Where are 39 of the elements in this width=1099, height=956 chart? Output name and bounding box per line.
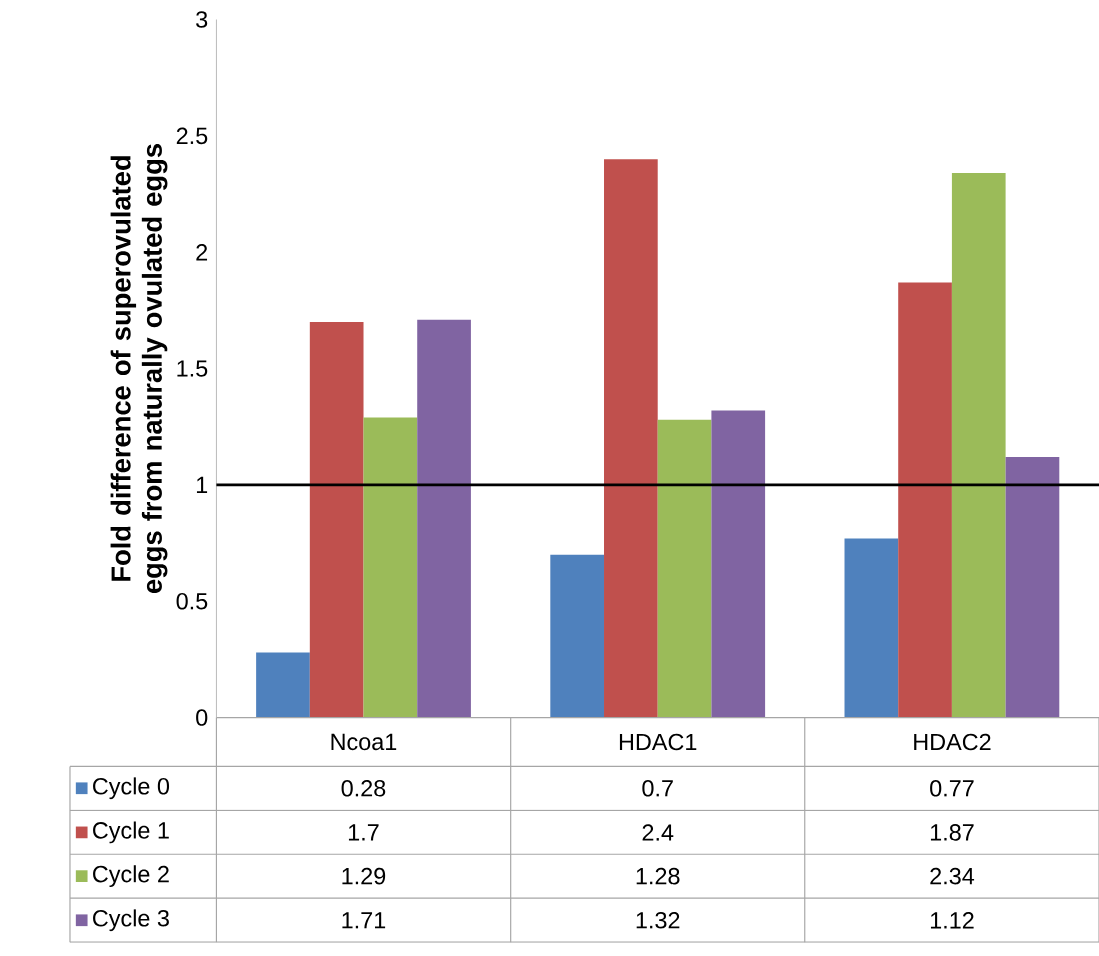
y-tick-label: 3	[196, 11, 208, 28]
bar	[417, 319, 471, 718]
bar	[550, 554, 605, 718]
y-tick-label: 0.5	[176, 593, 208, 610]
legend-label: Cycle 1	[93, 821, 169, 844]
y-tick-label: 1.5	[177, 360, 208, 377]
data-label: 0.77	[930, 780, 974, 797]
bar	[898, 282, 952, 718]
data-label: 1.7	[348, 824, 379, 841]
bar	[844, 538, 899, 718]
data-label: 1.12	[930, 912, 974, 929]
y-tick-label: 2	[196, 244, 208, 261]
x-tick-label: HDAC2	[914, 733, 991, 751]
y-tick-label: 0	[196, 709, 208, 726]
bar	[951, 173, 1006, 718]
data-label: 2.4	[642, 824, 674, 841]
bar	[309, 322, 364, 718]
bar	[256, 652, 310, 718]
bar	[711, 410, 766, 718]
y-axis-title: Fold difference of superovulated eggs from naturally ovulated eggs	[110, 144, 168, 594]
data-label: 2.34	[930, 867, 975, 885]
bar	[363, 417, 418, 718]
data-label: 1.29	[342, 867, 386, 885]
bar	[1005, 457, 1060, 718]
legend-label: Cycle 2	[93, 865, 169, 888]
data-label: 1.32	[636, 912, 680, 929]
legend-label: Cycle 3	[93, 909, 169, 932]
data-label: 0.28	[341, 780, 386, 797]
data-label: 1.71	[342, 912, 386, 929]
x-tick-label: Ncoa1	[331, 733, 397, 751]
y-tick-label: 1	[196, 476, 208, 494]
bar	[604, 159, 658, 718]
data-label: 1.87	[930, 824, 974, 841]
bar	[657, 419, 712, 718]
legend-label: Cycle 0	[93, 777, 170, 800]
data-label: 1.28	[636, 867, 680, 885]
x-tick-label: HDAC1	[619, 733, 697, 751]
y-tick-label: 2.5	[176, 127, 208, 145]
data-label: 0.7	[642, 780, 673, 797]
